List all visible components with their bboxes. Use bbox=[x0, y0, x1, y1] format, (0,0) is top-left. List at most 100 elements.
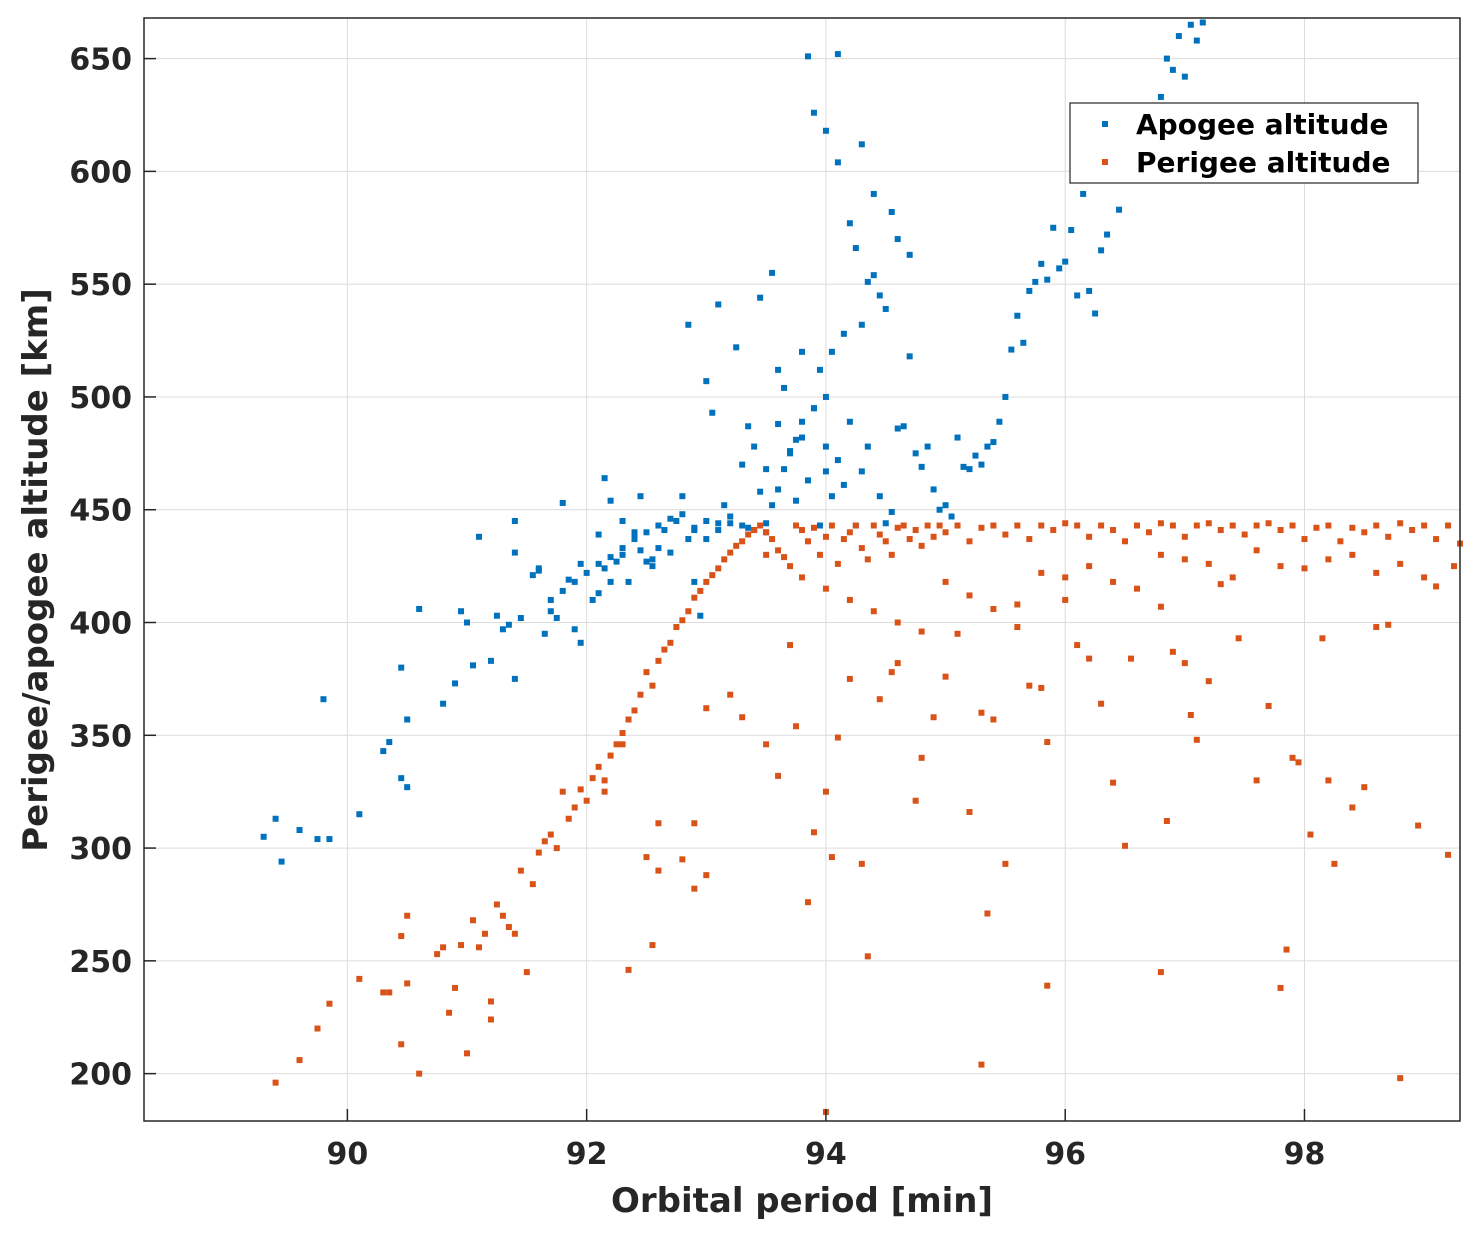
perigee-point bbox=[966, 538, 973, 545]
apogee-point bbox=[505, 621, 512, 628]
apogee-point bbox=[296, 827, 303, 834]
perigee-point bbox=[493, 901, 500, 908]
apogee-point bbox=[870, 272, 877, 279]
apogee-point bbox=[499, 626, 506, 633]
perigee-point bbox=[721, 556, 728, 563]
apogee-point bbox=[990, 439, 997, 446]
perigee-point bbox=[739, 714, 746, 721]
apogee-point bbox=[1014, 312, 1021, 319]
perigee-point bbox=[326, 1000, 333, 1007]
perigee-point bbox=[643, 669, 650, 676]
perigee-point bbox=[1337, 538, 1344, 545]
x-tick-label: 92 bbox=[566, 1137, 608, 1172]
perigee-point bbox=[888, 669, 895, 676]
perigee-point bbox=[1445, 522, 1452, 529]
perigee-point bbox=[625, 966, 632, 973]
apogee-point bbox=[810, 405, 817, 412]
perigee-point bbox=[1385, 533, 1392, 540]
perigee-point bbox=[966, 808, 973, 815]
perigee-point bbox=[691, 594, 698, 601]
perigee-point bbox=[1002, 531, 1009, 538]
apogee-point bbox=[565, 576, 572, 583]
perigee-point bbox=[918, 754, 925, 761]
perigee-point bbox=[1062, 596, 1069, 603]
perigee-point bbox=[787, 642, 794, 649]
perigee-point bbox=[799, 527, 805, 534]
perigee-point bbox=[655, 820, 662, 827]
apogee-point bbox=[655, 545, 662, 552]
apogee-point bbox=[1175, 33, 1182, 40]
apogee-point bbox=[822, 127, 829, 134]
perigee-point bbox=[1235, 635, 1242, 642]
legend-label-apogee: Apogee altitude bbox=[1136, 108, 1389, 141]
perigee-point bbox=[1307, 831, 1314, 838]
apogee-point bbox=[631, 536, 638, 543]
legend-box bbox=[1069, 102, 1419, 184]
perigee-point bbox=[1325, 556, 1332, 563]
apogee-point bbox=[799, 348, 805, 355]
perigee-point bbox=[1253, 522, 1260, 529]
perigee-point bbox=[1313, 524, 1320, 531]
perigee-point bbox=[1319, 635, 1326, 642]
perigee-point bbox=[942, 673, 949, 680]
perigee-point bbox=[870, 608, 877, 615]
apogee-point bbox=[721, 502, 728, 509]
perigee-point bbox=[1295, 759, 1302, 766]
legend-label-perigee: Perigee altitude bbox=[1136, 146, 1391, 179]
perigee-point bbox=[727, 691, 734, 698]
perigee-point bbox=[1038, 522, 1045, 529]
apogee-point bbox=[619, 551, 626, 558]
apogee-point bbox=[775, 421, 782, 428]
perigee-point bbox=[1026, 536, 1033, 543]
perigee-point bbox=[1229, 574, 1236, 581]
perigee-point bbox=[673, 624, 680, 631]
perigee-point bbox=[1421, 522, 1428, 529]
apogee-point bbox=[607, 554, 614, 561]
apogee-point bbox=[834, 51, 841, 58]
perigee-point bbox=[398, 933, 405, 940]
apogee-point bbox=[810, 109, 817, 116]
apogee-point bbox=[625, 578, 632, 585]
perigee-point bbox=[535, 849, 542, 856]
perigee-point bbox=[1451, 563, 1458, 570]
apogee-point bbox=[404, 784, 411, 791]
apogee-point bbox=[470, 662, 476, 669]
apogee-point bbox=[727, 513, 734, 520]
apogee-point bbox=[715, 301, 722, 308]
x-tick-label: 96 bbox=[1044, 1137, 1086, 1172]
apogee-point bbox=[972, 452, 979, 459]
plot-area-frame bbox=[143, 17, 1461, 1122]
perigee-point bbox=[1289, 754, 1296, 761]
perigee-point bbox=[954, 522, 961, 529]
apogee-point bbox=[781, 384, 788, 391]
apogee-point bbox=[493, 612, 500, 619]
perigee-point bbox=[404, 980, 411, 987]
perigee-point bbox=[380, 989, 387, 996]
perigee-point bbox=[775, 772, 782, 779]
perigee-point bbox=[679, 617, 686, 624]
perigee-point bbox=[793, 522, 800, 529]
perigee-point bbox=[882, 538, 889, 545]
perigee-point bbox=[1128, 655, 1134, 662]
perigee-point bbox=[452, 984, 459, 991]
perigee-point bbox=[655, 867, 662, 874]
apogee-point bbox=[727, 520, 734, 527]
apogee-point bbox=[1187, 21, 1194, 28]
apogee-point bbox=[918, 463, 925, 470]
perigee-point bbox=[894, 524, 901, 531]
apogee-point bbox=[1181, 73, 1188, 80]
perigee-point bbox=[828, 522, 835, 529]
apogee-point bbox=[607, 497, 614, 504]
apogee-point bbox=[834, 159, 841, 166]
perigee-point bbox=[541, 838, 548, 845]
perigee-point bbox=[834, 734, 841, 741]
apogee-point bbox=[260, 833, 267, 840]
apogee-point bbox=[960, 463, 967, 470]
perigee-point bbox=[649, 942, 656, 949]
perigee-point bbox=[296, 1057, 303, 1064]
perigee-point bbox=[1086, 563, 1093, 570]
apogee-point bbox=[996, 418, 1003, 425]
apogee-point bbox=[613, 558, 620, 565]
y-tick-label: 300 bbox=[69, 832, 132, 867]
apogee-point bbox=[541, 630, 548, 637]
